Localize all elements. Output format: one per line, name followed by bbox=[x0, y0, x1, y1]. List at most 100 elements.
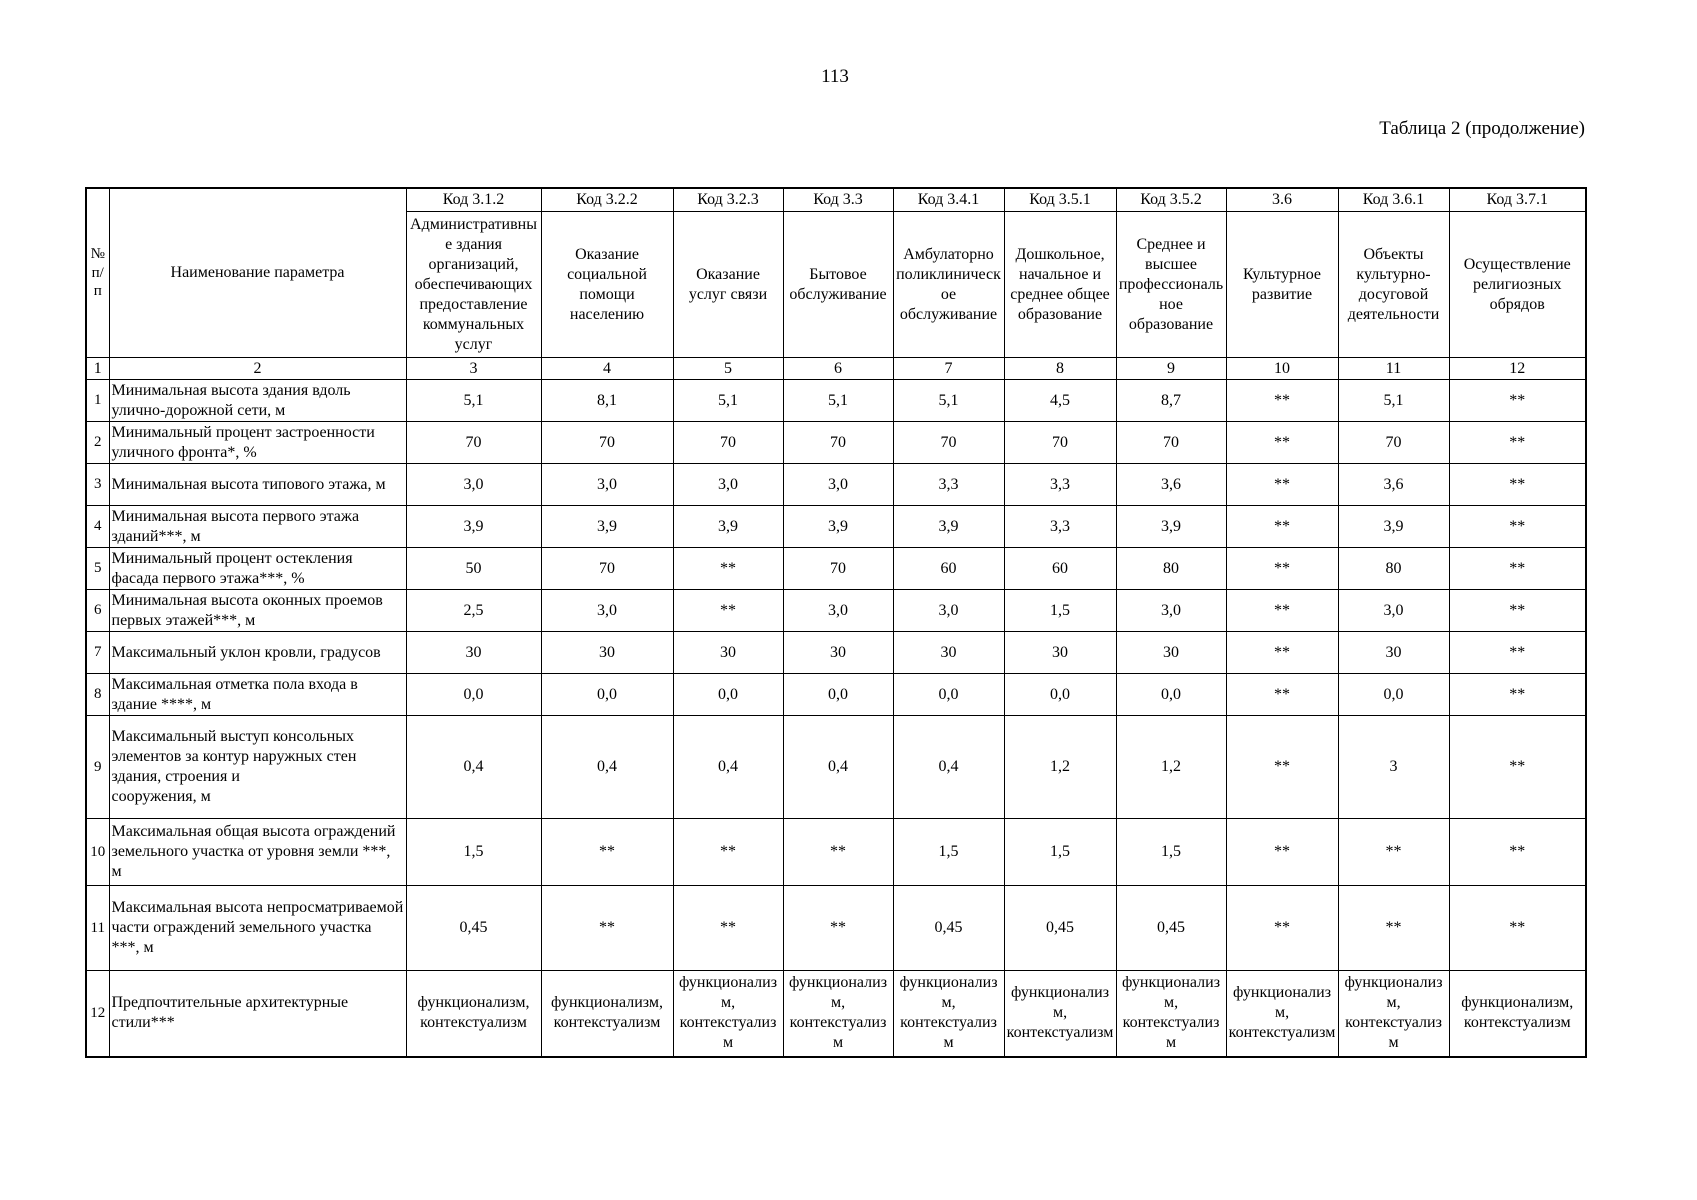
value-cell: 0,0 bbox=[405, 673, 542, 716]
value-cell: ** bbox=[1448, 505, 1587, 548]
table-row: 5 Минимальный процент остекления фасада п… bbox=[85, 547, 1587, 590]
value-cell: 1,5 bbox=[1003, 818, 1117, 886]
value-cell: ** bbox=[1225, 505, 1339, 548]
row-num-cell: 10 bbox=[85, 818, 110, 886]
table-row: 12 Предпочтительные архитектурные стили**… bbox=[85, 970, 1587, 1057]
value-cell: ** bbox=[1448, 463, 1587, 506]
index-cell: 2 bbox=[108, 357, 407, 380]
column-code-header: Код 3.1.2 bbox=[405, 187, 542, 212]
table-body: 1 Минимальная высота здания вдоль улично-… bbox=[85, 379, 1587, 1057]
value-cell: ** bbox=[672, 589, 784, 632]
value-cell: 30 bbox=[1003, 631, 1117, 674]
column-code-header: Код 3.3 bbox=[782, 187, 894, 212]
value-cell: 70 bbox=[405, 421, 542, 464]
value-cell: функционализм, контекстуализм bbox=[672, 970, 784, 1057]
value-cell: 0,45 bbox=[405, 885, 542, 971]
column-code-header: Код 3.4.1 bbox=[892, 187, 1005, 212]
table-row: 9 Максимальный выступ консольных элементо… bbox=[85, 715, 1587, 819]
page-number: 113 bbox=[821, 66, 849, 87]
value-cell: 0,0 bbox=[1337, 673, 1450, 716]
row-num-cell: 12 bbox=[85, 970, 110, 1057]
value-cell: 0,0 bbox=[540, 673, 674, 716]
table-row: 8 Максимальная отметка пола входа в здани… bbox=[85, 673, 1587, 716]
index-cell: 4 bbox=[540, 357, 674, 380]
value-cell: ** bbox=[1337, 885, 1450, 971]
value-cell: 0,0 bbox=[1115, 673, 1227, 716]
column-title-header: Среднее и высшее профессиональное образо… bbox=[1115, 211, 1227, 358]
value-cell: 3,9 bbox=[782, 505, 894, 548]
value-cell: 8,1 bbox=[540, 379, 674, 422]
value-cell: 3,6 bbox=[1115, 463, 1227, 506]
value-cell: 3,3 bbox=[892, 463, 1005, 506]
value-cell: 0,4 bbox=[672, 715, 784, 819]
column-title-header: Амбулаторно поликлиническое обслуживание bbox=[892, 211, 1005, 358]
table-row: 3 Минимальная высота типового этажа, м 3,0… bbox=[85, 463, 1587, 506]
value-cell: 3,3 bbox=[1003, 463, 1117, 506]
index-cell: 1 bbox=[85, 357, 110, 380]
value-cell: 0,4 bbox=[540, 715, 674, 819]
value-cell: 3,0 bbox=[1337, 589, 1450, 632]
value-cell: функционализм, контекстуализм bbox=[1337, 970, 1450, 1057]
row-num-cell: 4 bbox=[85, 505, 110, 548]
value-cell: 1,2 bbox=[1003, 715, 1117, 819]
value-cell: 3 bbox=[1337, 715, 1450, 819]
value-cell: ** bbox=[1225, 885, 1339, 971]
value-cell: ** bbox=[1448, 421, 1587, 464]
value-cell: 70 bbox=[1115, 421, 1227, 464]
column-title-header: Осуществление религиозных обрядов bbox=[1448, 211, 1587, 358]
corner-num-header: № п/п bbox=[85, 187, 110, 358]
value-cell: 3,0 bbox=[892, 589, 1005, 632]
row-num-cell: 7 bbox=[85, 631, 110, 674]
value-cell: 70 bbox=[672, 421, 784, 464]
value-cell: функционализм, контекстуализм bbox=[540, 970, 674, 1057]
value-cell: 3,9 bbox=[672, 505, 784, 548]
value-cell: 5,1 bbox=[405, 379, 542, 422]
value-cell: 50 bbox=[405, 547, 542, 590]
value-cell: 3,3 bbox=[1003, 505, 1117, 548]
value-cell: 3,9 bbox=[405, 505, 542, 548]
value-cell: ** bbox=[782, 885, 894, 971]
column-code-header: 3.6 bbox=[1225, 187, 1339, 212]
corner-name-header: Наименование параметра bbox=[108, 187, 407, 358]
value-cell: ** bbox=[672, 547, 784, 590]
value-cell: 0,45 bbox=[1115, 885, 1227, 971]
value-cell: 30 bbox=[1337, 631, 1450, 674]
table-row: 6 Минимальная высота оконных проемов перв… bbox=[85, 589, 1587, 632]
column-code-header: Код 3.6.1 bbox=[1337, 187, 1450, 212]
value-cell: ** bbox=[1448, 818, 1587, 886]
table-row: 2 Минимальный процент застроенности уличн… bbox=[85, 421, 1587, 464]
table-row: 11 Максимальная высота непросматриваемой … bbox=[85, 885, 1587, 971]
param-name-cell: Минимальная высота оконных проемов первы… bbox=[108, 589, 407, 632]
value-cell: ** bbox=[1225, 379, 1339, 422]
param-name-cell: Минимальная высота первого этажа зданий*… bbox=[108, 505, 407, 548]
value-cell: 0,4 bbox=[405, 715, 542, 819]
value-cell: 3,0 bbox=[540, 589, 674, 632]
value-cell: ** bbox=[1448, 673, 1587, 716]
value-cell: 0,0 bbox=[782, 673, 894, 716]
table-caption: Таблица 2 (продолжение) bbox=[1379, 118, 1585, 139]
value-cell: ** bbox=[672, 885, 784, 971]
value-cell: ** bbox=[672, 818, 784, 886]
value-cell: 1,2 bbox=[1115, 715, 1227, 819]
value-cell: ** bbox=[1337, 818, 1450, 886]
value-cell: 3,9 bbox=[1115, 505, 1227, 548]
value-cell: 3,9 bbox=[540, 505, 674, 548]
value-cell: ** bbox=[1225, 631, 1339, 674]
value-cell: ** bbox=[1225, 673, 1339, 716]
column-code-header: Код 3.2.2 bbox=[540, 187, 674, 212]
value-cell: 1,5 bbox=[1115, 818, 1227, 886]
value-cell: 3,0 bbox=[782, 589, 894, 632]
column-title-header: Административные здания организаций, обе… bbox=[405, 211, 542, 358]
value-cell: 5,1 bbox=[1337, 379, 1450, 422]
index-cell: 7 bbox=[892, 357, 1005, 380]
value-cell: 30 bbox=[1115, 631, 1227, 674]
value-cell: 3,0 bbox=[540, 463, 674, 506]
value-cell: 0,4 bbox=[892, 715, 1005, 819]
param-name-cell: Предпочтительные архитектурные стили*** bbox=[108, 970, 407, 1057]
param-name-cell: Максимальный уклон кровли, градусов bbox=[108, 631, 407, 674]
row-num-cell: 1 bbox=[85, 379, 110, 422]
param-name-cell: Максимальный выступ консольных элементов… bbox=[108, 715, 407, 819]
value-cell: функционализм, контекстуализм bbox=[1003, 970, 1117, 1057]
value-cell: 70 bbox=[540, 421, 674, 464]
